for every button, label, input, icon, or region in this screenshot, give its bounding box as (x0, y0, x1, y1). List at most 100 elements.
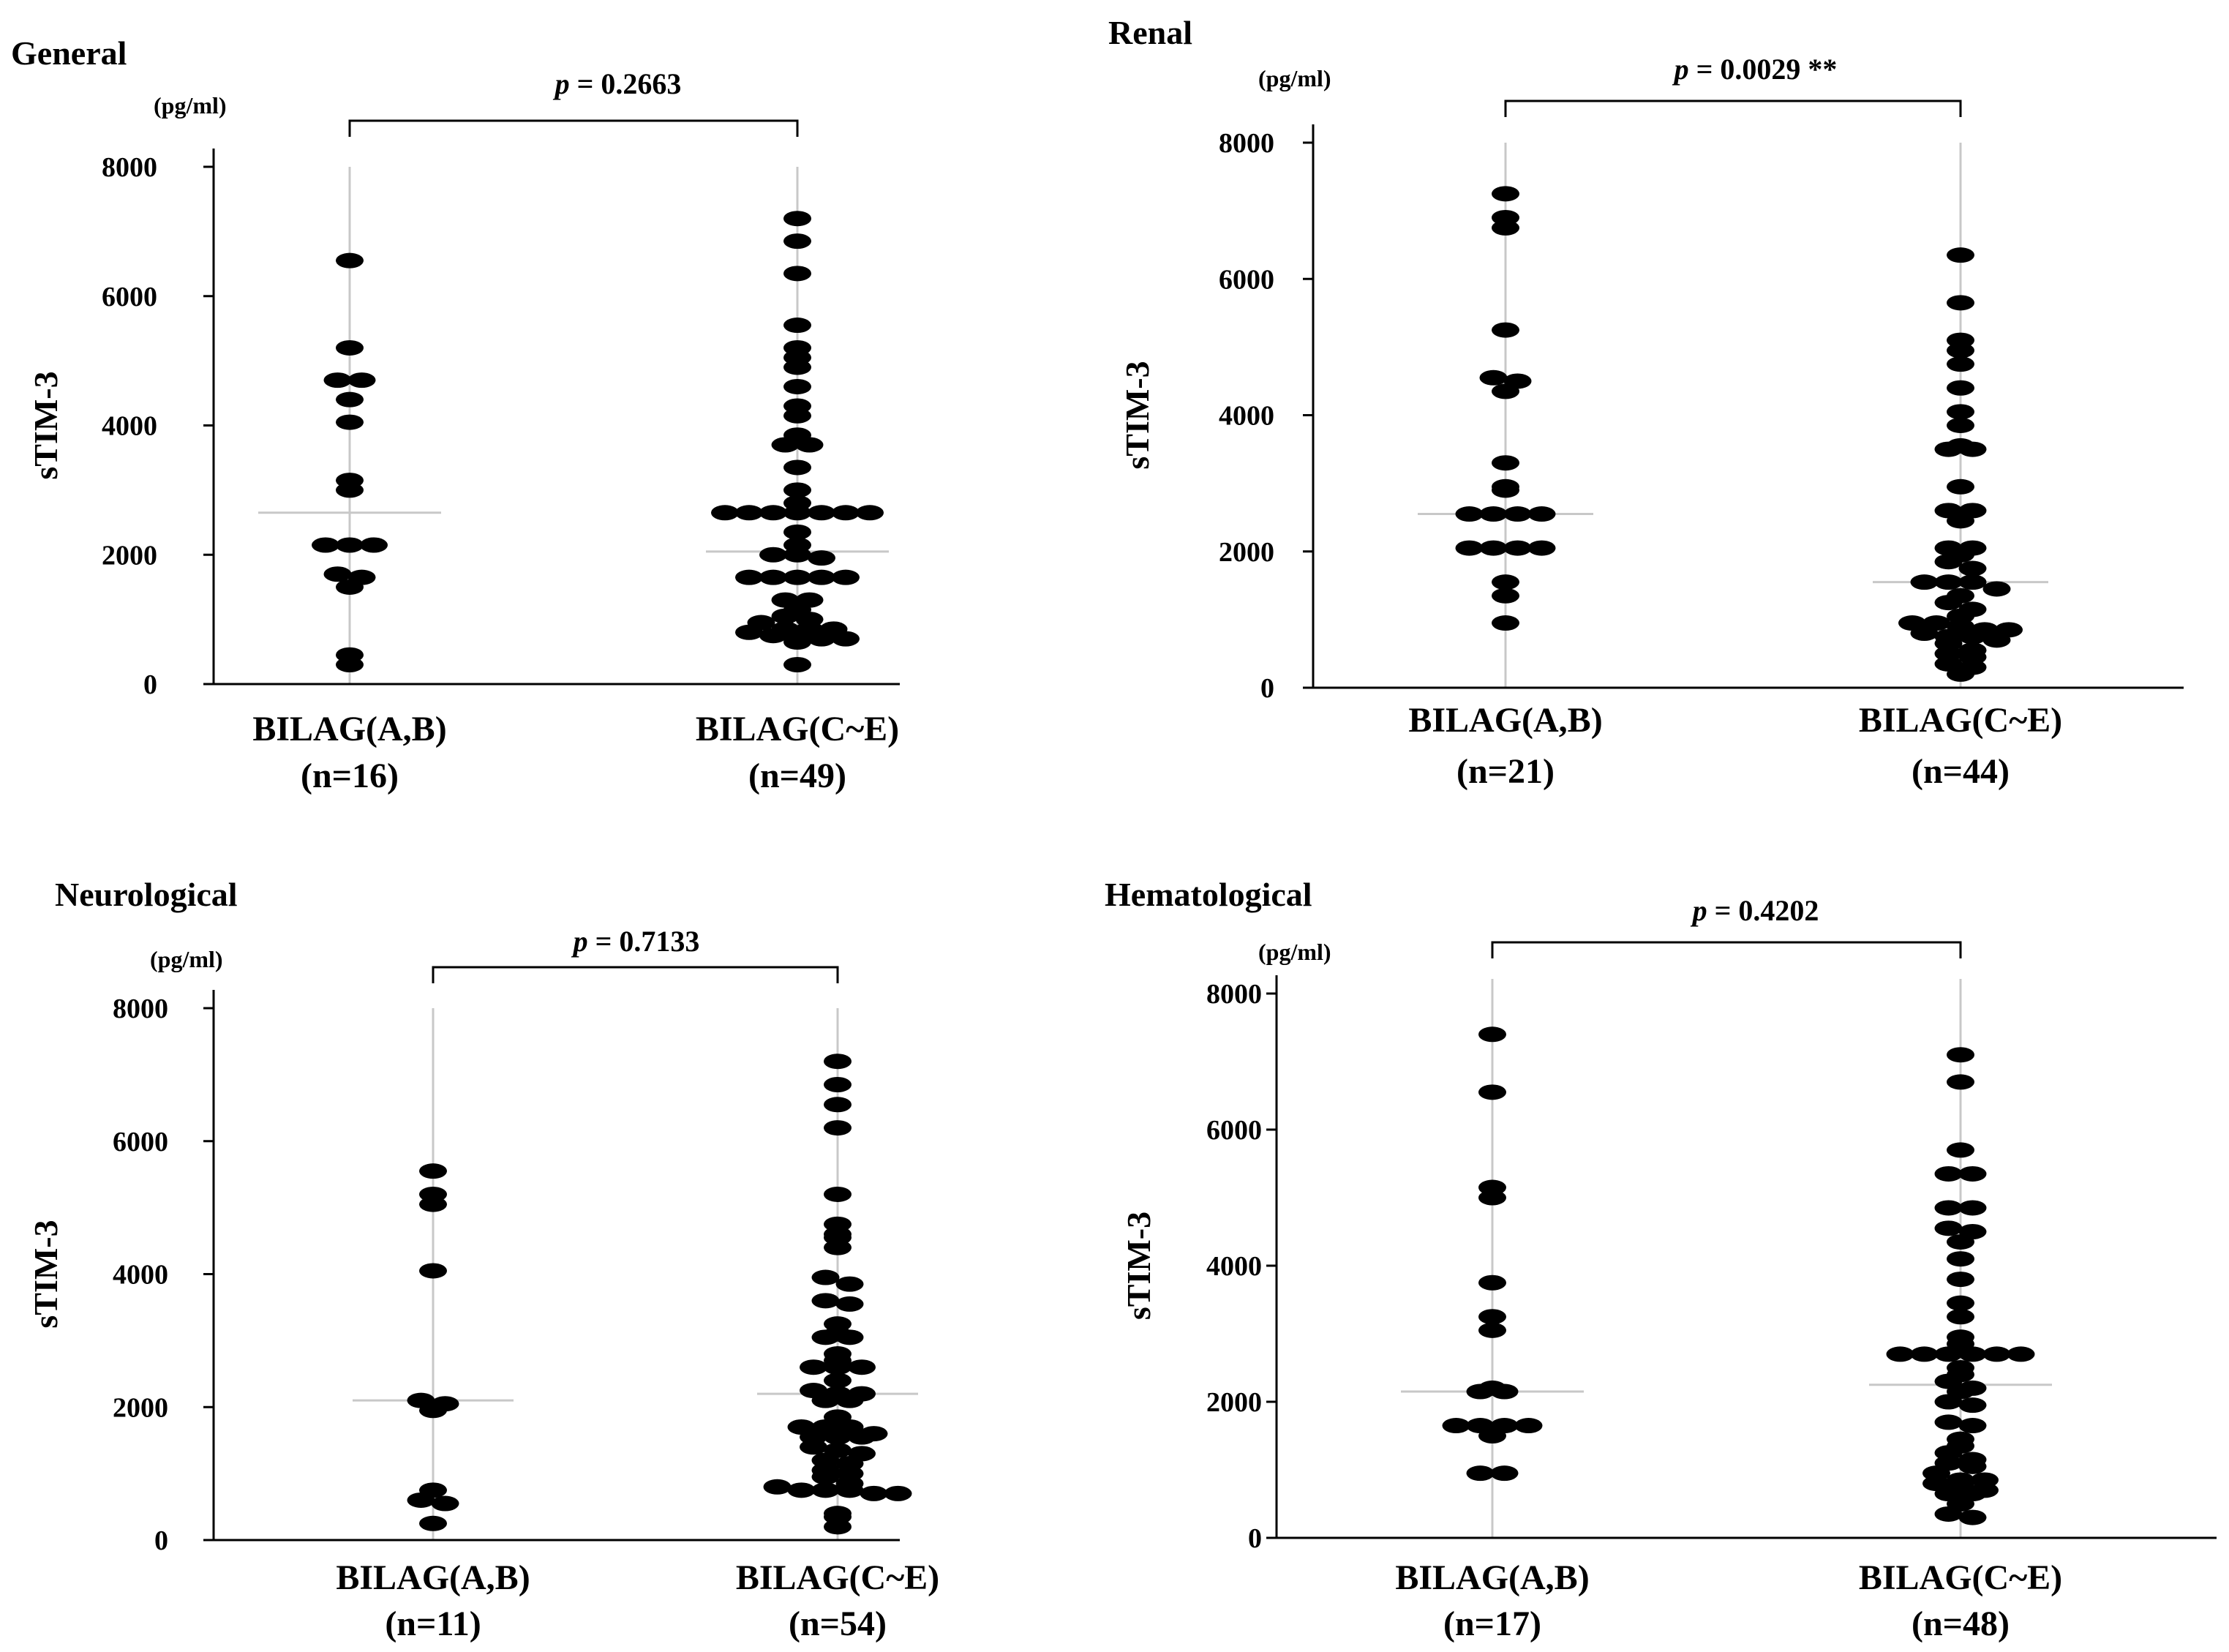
data-point (1947, 1295, 1974, 1311)
unit-label: (pg/ml) (154, 92, 227, 119)
data-point (824, 1316, 852, 1332)
p-value-label: p = 0.4202 (1691, 894, 1819, 927)
data-point (1479, 369, 1508, 386)
data-point (1971, 622, 1999, 638)
data-point (795, 592, 824, 608)
data-point (1947, 1272, 1974, 1288)
data-point (1958, 574, 1987, 590)
data-point (419, 1186, 447, 1202)
y-tick-label: 2000 (113, 1392, 168, 1423)
data-point (1934, 540, 1963, 556)
data-point (336, 537, 364, 553)
data-point (819, 621, 848, 637)
data-point (848, 1359, 876, 1375)
data-point (824, 1077, 852, 1093)
panel-renal: Renal (pg/ml) sTIM-3 0 2000 4000 6000 8000 p = 0… (1108, 14, 2184, 791)
data-point (759, 569, 787, 585)
data-point (1503, 540, 1532, 556)
data-point (824, 1346, 852, 1362)
data-point (800, 1359, 827, 1375)
data-point (783, 482, 811, 498)
y-tick-label: 4000 (1219, 401, 1274, 432)
data-point (1442, 1418, 1470, 1434)
y-tick-label: 4000 (113, 1260, 168, 1291)
data-point (884, 1485, 912, 1501)
y-tick-label: 8000 (1219, 128, 1274, 159)
panel-title: Hematological (1105, 876, 1312, 913)
data-point (1514, 1418, 1543, 1434)
data-point (1478, 1322, 1506, 1338)
data-point (811, 1269, 840, 1285)
data-point (1478, 1084, 1506, 1100)
y-tick-label: 6000 (1206, 1115, 1262, 1146)
group-1: BILAG(A,B) (n=16) (252, 252, 447, 795)
data-point (811, 1293, 840, 1309)
data-point (860, 1426, 888, 1442)
data-point (1947, 1472, 1974, 1488)
data-point (1527, 506, 1556, 522)
data-point (1982, 581, 2011, 597)
data-point (419, 1163, 447, 1179)
group-label: BILAG(A,B) (1395, 1558, 1589, 1597)
data-point (1947, 1251, 1974, 1267)
data-point (783, 318, 811, 334)
data-point (735, 569, 763, 585)
data-point (336, 473, 364, 489)
data-point (1492, 574, 1519, 590)
y-tick-label: 0 (1248, 1523, 1262, 1554)
data-point (336, 252, 364, 269)
data-point (323, 372, 352, 388)
data-point (323, 566, 352, 582)
data-point (1971, 1472, 1999, 1488)
data-point (1478, 1380, 1506, 1396)
data-point (783, 495, 811, 511)
data-point (759, 547, 787, 563)
data-point (783, 459, 811, 476)
data-point (336, 339, 364, 356)
group-n-label: (n=48) (1912, 1604, 2010, 1643)
data-point (1466, 1465, 1495, 1482)
data-point (832, 569, 860, 585)
y-axis-label: sTIM-3 (27, 1220, 64, 1328)
data-point (1466, 1418, 1495, 1434)
data-point (783, 524, 811, 540)
data-point (419, 1482, 447, 1498)
data-point (835, 1296, 864, 1312)
data-point (1492, 186, 1519, 202)
data-point (2007, 1346, 2035, 1362)
data-point (1910, 574, 1939, 590)
data-point (824, 1216, 852, 1232)
data-point (431, 1495, 459, 1512)
data-point (1479, 506, 1508, 522)
data-point (347, 569, 376, 585)
group-label: BILAG(A,B) (252, 710, 446, 748)
unit-label: (pg/ml) (1258, 65, 1331, 91)
group-n-label: (n=21) (1456, 752, 1555, 791)
data-point (419, 1263, 447, 1279)
data-point (824, 1386, 852, 1402)
data-point (1947, 1074, 1974, 1090)
data-point (1947, 380, 1974, 396)
data-point (783, 266, 811, 282)
y-tick-label: 2000 (1206, 1387, 1262, 1418)
group-n-label: (n=49) (748, 756, 846, 795)
group-n-label: (n=44) (1912, 752, 2010, 791)
data-point (1527, 540, 1556, 556)
data-point (1947, 356, 1974, 372)
data-point (783, 378, 811, 394)
data-point (835, 1276, 864, 1292)
data-point (1947, 247, 1974, 263)
data-point (1898, 615, 1926, 631)
data-point (1947, 438, 1974, 454)
data-point (1958, 1397, 1987, 1413)
data-point (1947, 1329, 1974, 1345)
significance-bracket (1504, 100, 1962, 117)
data-point (1479, 540, 1508, 556)
data-point (783, 427, 811, 443)
data-point (1934, 1165, 1963, 1182)
data-point (1947, 478, 1974, 495)
data-point (1947, 1360, 1974, 1375)
y-axis-label: sTIM-3 (27, 371, 64, 479)
group-2: BILAG(C~E) (n=54) (736, 1054, 939, 1643)
data-point (360, 537, 388, 553)
